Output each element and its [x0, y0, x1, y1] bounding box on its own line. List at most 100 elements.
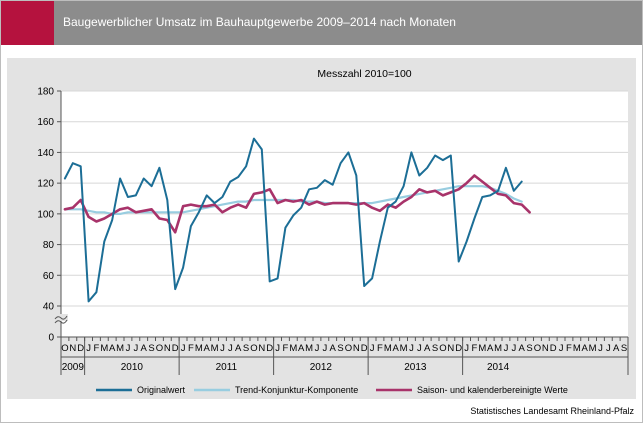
x-month-label: A — [298, 343, 305, 354]
x-month-label: F — [94, 343, 100, 354]
x-month-label: J — [598, 343, 603, 354]
x-year-label: 2011 — [216, 362, 238, 373]
x-month-label: M — [100, 343, 108, 354]
x-month-label: S — [148, 343, 154, 354]
x-month-label: A — [141, 343, 148, 354]
x-month-label: F — [566, 343, 572, 354]
legend-label: Saison- und kalenderbereinigte Werte — [417, 385, 568, 395]
x-month-label: J — [86, 343, 91, 354]
y-tick-label: 140 — [37, 148, 54, 159]
header-accent — [1, 1, 54, 45]
x-month-label: M — [289, 343, 297, 354]
x-month-label: D — [266, 343, 273, 354]
chart-title: Baugewerblicher Umsatz im Bauhauptgewerb… — [63, 15, 456, 29]
x-month-label: N — [69, 343, 76, 354]
y-tick-label: 60 — [43, 271, 55, 282]
x-month-label: D — [455, 343, 462, 354]
x-month-label: J — [220, 343, 225, 354]
axis-break-mark — [54, 315, 68, 320]
y-tick-label: 100 — [37, 209, 54, 220]
y-tick-label: 80 — [43, 240, 55, 251]
x-month-label: O — [345, 343, 352, 354]
x-month-label: M — [195, 343, 203, 354]
x-month-label: D — [550, 343, 557, 354]
x-month-label: J — [511, 343, 516, 354]
x-month-label: F — [472, 343, 478, 354]
x-year-label: 2013 — [404, 362, 427, 373]
x-month-label: J — [322, 343, 327, 354]
x-month-label: O — [156, 343, 163, 354]
x-month-label: N — [164, 343, 171, 354]
y-tick-label: 40 — [43, 302, 55, 313]
x-month-label: O — [534, 343, 541, 354]
y-tick-label: 160 — [37, 117, 54, 128]
x-month-label: A — [109, 343, 116, 354]
x-month-label: A — [519, 343, 526, 354]
x-month-label: A — [582, 343, 589, 354]
x-year-label: 2012 — [310, 362, 333, 373]
x-month-label: A — [393, 343, 400, 354]
y-tick-label: 0 — [48, 333, 54, 344]
x-month-label: M — [494, 343, 502, 354]
x-month-label: M — [305, 343, 313, 354]
x-month-label: A — [424, 343, 431, 354]
x-month-label: J — [181, 343, 186, 354]
x-month-label: F — [377, 343, 383, 354]
x-month-label: J — [228, 343, 233, 354]
x-year-label: 2009 — [62, 362, 85, 373]
x-month-label: S — [337, 343, 343, 354]
x-month-label: J — [504, 343, 509, 354]
x-month-label: D — [361, 343, 368, 354]
x-month-label: D — [172, 343, 179, 354]
axis-break-mark — [54, 319, 68, 324]
x-month-label: J — [417, 343, 422, 354]
y-tick-label: 180 — [37, 87, 54, 98]
x-month-label: A — [204, 343, 211, 354]
x-month-label: M — [211, 343, 219, 354]
x-month-label: J — [370, 343, 375, 354]
x-month-label: S — [621, 343, 627, 354]
x-month-label: M — [384, 343, 392, 354]
x-month-label: A — [487, 343, 494, 354]
x-month-label: N — [447, 343, 454, 354]
legend-label: Originalwert — [137, 385, 186, 395]
x-month-label: J — [464, 343, 469, 354]
x-month-label: J — [606, 343, 611, 354]
x-month-label: S — [526, 343, 532, 354]
x-month-label: O — [250, 343, 257, 354]
x-month-label: D — [77, 343, 84, 354]
y-tick-label: 120 — [37, 179, 54, 190]
chart-subtitle: Messzahl 2010=100 — [317, 68, 411, 80]
x-month-label: S — [432, 343, 438, 354]
x-month-label: A — [330, 343, 337, 354]
x-month-label: J — [126, 343, 131, 354]
x-month-label: O — [439, 343, 446, 354]
x-month-label: J — [409, 343, 414, 354]
x-month-label: F — [188, 343, 194, 354]
x-month-label: J — [559, 343, 564, 354]
x-month-label: M — [116, 343, 124, 354]
legend-label: Trend-Konjunktur-Komponente — [235, 385, 358, 395]
source-note: Statistisches Landesamt Rheinland-Pfalz — [470, 406, 634, 416]
x-month-label: A — [613, 343, 620, 354]
series-line — [63, 137, 523, 303]
x-month-label: F — [283, 343, 289, 354]
x-month-label: N — [353, 343, 360, 354]
x-month-label: M — [400, 343, 408, 354]
x-month-label: N — [542, 343, 549, 354]
x-month-label: M — [589, 343, 597, 354]
x-month-label: S — [243, 343, 249, 354]
series-line — [63, 174, 531, 234]
header-bar — [1, 1, 642, 45]
x-year-label: 2010 — [121, 362, 144, 373]
x-month-label: A — [235, 343, 242, 354]
x-month-label: M — [573, 343, 581, 354]
x-month-label: N — [258, 343, 265, 354]
x-month-label: M — [478, 343, 486, 354]
x-month-label: O — [61, 343, 68, 354]
x-month-label: J — [315, 343, 320, 354]
x-month-label: J — [275, 343, 280, 354]
x-month-label: J — [133, 343, 138, 354]
